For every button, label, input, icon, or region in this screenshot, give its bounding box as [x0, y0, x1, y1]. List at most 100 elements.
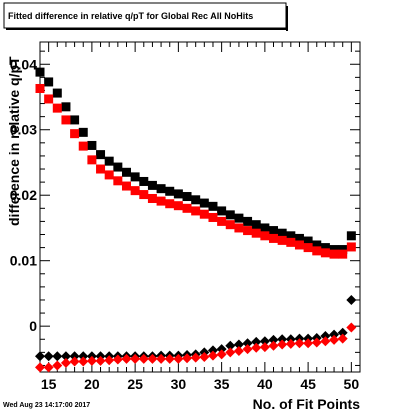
data-point-square [139, 190, 149, 200]
chart-title: Fitted difference in relative q/pT for G… [8, 11, 253, 21]
data-point-square [199, 209, 209, 219]
data-point-diamond [60, 351, 71, 362]
data-point-square [251, 220, 261, 230]
data-point-square [191, 195, 201, 205]
data-point-diamond [320, 330, 331, 341]
data-point-square [251, 228, 261, 238]
data-point-diamond [251, 342, 262, 353]
x-tick-label: 30 [171, 376, 187, 392]
data-point-square [44, 94, 54, 104]
data-point-diamond [259, 342, 270, 353]
y-axis-label: difference in relative q/pT [6, 56, 22, 226]
data-point-square [165, 186, 175, 196]
data-point-square [165, 199, 175, 209]
data-point-square [303, 243, 313, 253]
data-point-square [320, 243, 330, 253]
data-point-square [277, 235, 287, 245]
data-point-square [199, 198, 209, 208]
x-tick-label: 20 [84, 376, 100, 392]
data-point-diamond [329, 334, 340, 345]
x-tick-label: 35 [214, 376, 230, 392]
data-point-diamond [311, 337, 322, 348]
x-tick-label: 45 [300, 376, 316, 392]
data-point-square [173, 189, 183, 199]
data-point-square [329, 245, 339, 255]
data-point-square [130, 186, 140, 196]
series-4 [35, 322, 357, 373]
data-point-square [294, 233, 304, 243]
data-point-square [286, 231, 296, 241]
data-point-square [234, 223, 244, 233]
data-point-square [61, 102, 71, 112]
data-point-diamond [225, 347, 236, 358]
x-tick-label: 15 [41, 376, 57, 392]
series-2 [35, 83, 356, 259]
data-point-square [156, 196, 166, 206]
data-point-square [70, 129, 80, 139]
data-point-square [277, 228, 287, 238]
data-point-square [243, 216, 253, 226]
data-point-diamond [329, 329, 340, 340]
data-point-diamond [60, 357, 71, 368]
data-point-diamond [121, 353, 132, 364]
data-point-diamond [346, 322, 357, 333]
data-point-diamond [130, 353, 141, 364]
data-point-square [191, 206, 201, 216]
data-point-square [52, 88, 62, 98]
data-point-diamond [268, 334, 279, 345]
data-point-diamond [216, 349, 227, 360]
data-point-diamond [156, 353, 167, 364]
data-point-square [139, 176, 149, 186]
data-point-diamond [35, 351, 45, 362]
data-point-square [208, 212, 218, 222]
series-3 [35, 294, 357, 362]
x-axis-label: No. of Fit Points [253, 396, 361, 412]
data-point-diamond [112, 354, 123, 365]
data-point-square [113, 176, 123, 186]
x-tick-label: 50 [344, 376, 360, 392]
data-point-square [269, 226, 279, 236]
data-point-diamond [86, 355, 97, 366]
data-point-diamond [207, 350, 218, 361]
data-point-square [243, 226, 253, 236]
data-point-square [320, 248, 330, 258]
timestamp-label: Wed Aug 23 14:17:00 2017 [3, 402, 90, 409]
data-point-diamond [95, 355, 106, 366]
data-point-square [225, 210, 235, 220]
title-box: Fitted difference in relative q/pT for G… [3, 2, 288, 31]
data-point-square [225, 220, 235, 230]
data-point-square [35, 83, 45, 93]
data-point-diamond [69, 356, 80, 367]
data-point-square [78, 127, 88, 137]
data-point-square [35, 67, 45, 77]
plot-frame [39, 41, 361, 373]
x-tick-label: 25 [127, 376, 143, 392]
data-point-square [156, 184, 166, 194]
y-tick-label: 0.03 [10, 122, 37, 138]
data-point-diamond [182, 353, 193, 364]
data-point-diamond [147, 353, 158, 364]
data-point-square [329, 249, 339, 259]
data-point-square [208, 201, 218, 211]
data-point-diamond [52, 360, 63, 371]
data-point-diamond [216, 344, 227, 355]
data-point-diamond [277, 339, 288, 350]
data-point-square [113, 162, 123, 172]
data-point-diamond [337, 333, 348, 344]
y-tick-label: 0.02 [10, 187, 37, 203]
data-point-diamond [320, 336, 331, 347]
series-1 [35, 67, 356, 255]
data-point-square [44, 77, 54, 87]
data-point-square [182, 192, 192, 202]
data-point-square [121, 167, 131, 177]
data-point-square [260, 231, 270, 241]
y-tick-label: 0 [29, 318, 37, 334]
data-point-square [121, 181, 131, 191]
data-point-diamond [43, 362, 54, 373]
data-point-diamond [207, 345, 218, 356]
data-point-square [52, 103, 62, 113]
data-point-square [61, 115, 71, 125]
data-point-diamond [268, 340, 279, 351]
data-point-square [87, 140, 97, 150]
data-point-diamond [78, 356, 89, 367]
